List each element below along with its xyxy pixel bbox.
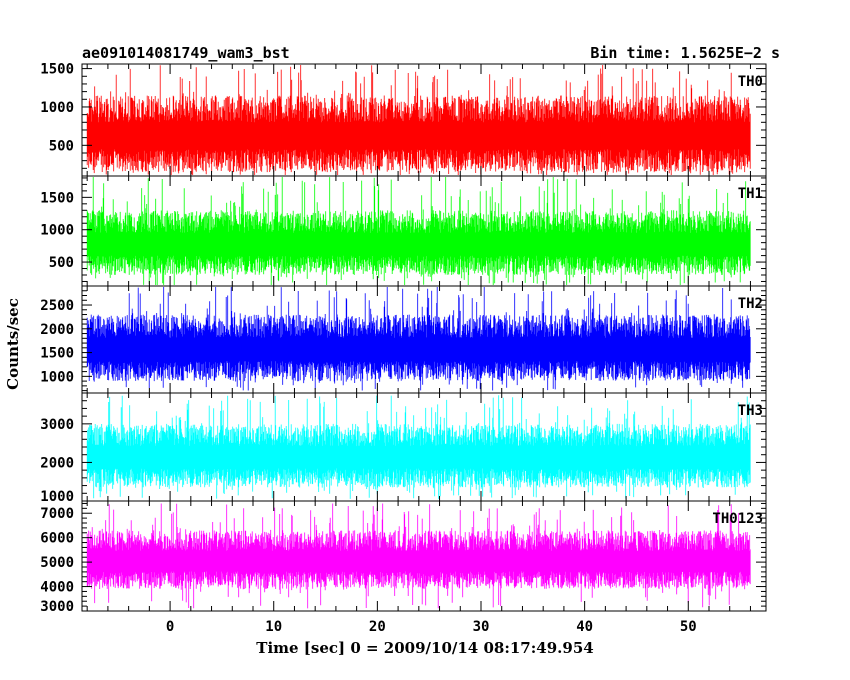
- x-tick-label: 50: [680, 619, 697, 635]
- y-tick-label: 6000: [40, 531, 74, 547]
- y-tick-label: 1500: [40, 62, 74, 78]
- series-trace-th2: [86, 287, 751, 391]
- y-tick-label: 2500: [40, 298, 74, 314]
- panel-label-th0: TH0: [738, 74, 763, 90]
- series-trace-th1: [86, 177, 751, 285]
- y-tick-label: 7000: [40, 506, 74, 522]
- bin-time-label: Bin time: 1.5625E−2 s: [590, 44, 780, 62]
- panel-label-th3: TH3: [738, 403, 763, 419]
- series-trace-th0: [86, 65, 751, 175]
- y-tick-label: 3000: [40, 417, 74, 433]
- y-tick-label: 1500: [40, 190, 74, 206]
- panel-label-th1: TH1: [738, 186, 763, 202]
- x-tick-label: 30: [473, 619, 490, 635]
- series-trace-th3: [86, 395, 751, 499]
- file-title: ae091014081749_wam3_bst: [82, 44, 290, 62]
- y-tick-label: 1000: [40, 489, 74, 505]
- y-tick-label: 1500: [40, 346, 74, 362]
- y-tick-label: 3000: [40, 599, 74, 615]
- y-tick-label: 2000: [40, 455, 74, 471]
- panel-frame-th0123: [81, 500, 767, 612]
- y-tick-label: 1000: [40, 100, 74, 116]
- y-tick-label: 500: [49, 255, 74, 271]
- y-tick-label: 500: [49, 138, 74, 154]
- panel-label-th0123: TH0123: [712, 511, 763, 527]
- x-tick-label: 0: [166, 619, 174, 635]
- x-axis-label: Time [sec] 0 = 2009/10/14 08:17:49.954: [256, 639, 594, 657]
- y-tick-label: 1000: [40, 369, 74, 385]
- x-tick-label: 10: [265, 619, 282, 635]
- series-trace-th0123: [86, 503, 751, 609]
- y-tick-label: 2000: [40, 322, 74, 338]
- panel-label-th2: TH2: [738, 296, 763, 312]
- y-tick-label: 4000: [40, 580, 74, 596]
- y-tick-label: 1000: [40, 223, 74, 239]
- y-tick-label: 5000: [40, 555, 74, 571]
- x-tick-label: 40: [576, 619, 593, 635]
- x-tick-label: 20: [369, 619, 386, 635]
